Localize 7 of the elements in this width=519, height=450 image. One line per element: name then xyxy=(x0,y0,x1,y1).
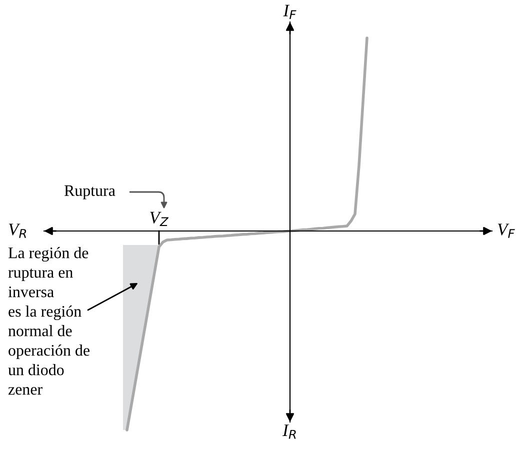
text: Ruptura xyxy=(64,185,116,200)
text: La región de ruptura en inversa es la región normal de operación de un diodo zener xyxy=(8,247,90,395)
annotation: I$_{R}$ xyxy=(282,424,296,439)
text: V$_{F}$ xyxy=(498,224,515,238)
annotation: V$_{Z}$ xyxy=(150,212,169,226)
text: I$_{F}$ xyxy=(283,4,296,20)
text: V$_{R}$ xyxy=(8,224,26,238)
